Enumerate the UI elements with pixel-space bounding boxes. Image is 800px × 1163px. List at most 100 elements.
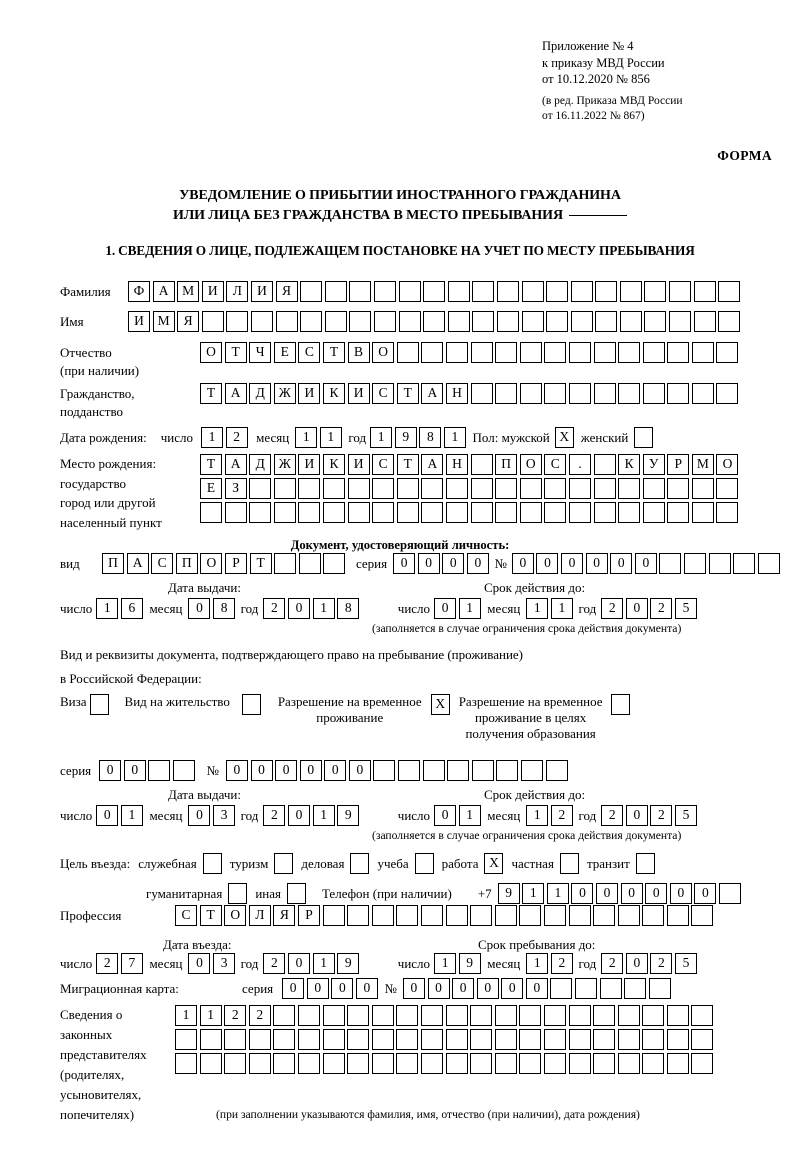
birth-day-input-cell-2[interactable]: 2 xyxy=(225,427,248,448)
representatives-row-1-cell-4[interactable]: 2 xyxy=(248,1005,271,1026)
id-issue-month-input-cell-2[interactable]: 8 xyxy=(213,598,236,619)
patronymic-input-cell-2[interactable]: Т xyxy=(224,342,247,363)
id-doc-number-input-cell-10[interactable] xyxy=(733,553,756,574)
citizenship-input-cell-16[interactable] xyxy=(568,383,591,404)
representatives-row-3-cell-13[interactable] xyxy=(470,1053,493,1074)
profession-input-cell-1[interactable]: С xyxy=(175,905,197,926)
representatives-row-3[interactable] xyxy=(175,1053,716,1074)
temp-residence-checkbox[interactable]: X xyxy=(430,694,450,715)
birth-place-row-1-cell-13[interactable]: П xyxy=(495,454,518,475)
stay-number-input-cell-10[interactable] xyxy=(447,760,470,781)
id-doc-type-input-cell-6[interactable]: Р xyxy=(224,553,247,574)
id-valid-month-input-cell-1[interactable]: 1 xyxy=(526,598,549,619)
birth-place-row-2-cell-2[interactable]: З xyxy=(224,478,247,499)
patronymic-input-cell-17[interactable] xyxy=(593,342,616,363)
birth-place-row-3-cell-22[interactable] xyxy=(716,502,739,523)
patronymic-input-cell-5[interactable]: С xyxy=(298,342,321,363)
stay-number-input-cell-13[interactable] xyxy=(521,760,544,781)
birth-place-row-1-cell-2[interactable]: А xyxy=(224,454,247,475)
representatives-row-3-cell-9[interactable] xyxy=(371,1053,394,1074)
stay-number-input-cell-2[interactable]: 0 xyxy=(250,760,273,781)
birth-place-row-1-cell-17[interactable] xyxy=(593,454,616,475)
profession-input-cell-20[interactable] xyxy=(642,905,665,926)
birth-place-row-2-cell-17[interactable] xyxy=(593,478,616,499)
surname-input-cell-18[interactable] xyxy=(546,281,569,302)
stay-until-year-input-cell-4[interactable]: 5 xyxy=(675,953,697,974)
firstname-input-cell-11[interactable] xyxy=(373,311,396,332)
id-valid-day-input-cell-2[interactable]: 1 xyxy=(458,598,481,619)
representatives-row-3-cell-4[interactable] xyxy=(248,1053,271,1074)
surname-input-cell-2[interactable]: А xyxy=(152,281,175,302)
profession-input-cell-11[interactable] xyxy=(420,905,443,926)
surname-input-cell-11[interactable] xyxy=(373,281,396,302)
phone-input-cell-10[interactable] xyxy=(719,883,741,904)
birth-place-row-1-cell-4[interactable]: Ж xyxy=(273,454,296,475)
surname-input-cell-25[interactable] xyxy=(718,281,741,302)
migration-series-input-cell-1[interactable]: 0 xyxy=(282,978,305,999)
profession-input-cell-13[interactable] xyxy=(470,905,493,926)
birth-place-row-3-cell-6[interactable] xyxy=(322,502,345,523)
birth-place-row-1-cell-19[interactable]: У xyxy=(642,454,665,475)
birth-place-row-3-cell-11[interactable] xyxy=(445,502,468,523)
entry-year-input-cell-3[interactable]: 1 xyxy=(312,953,335,974)
purpose-option-checkbox-туризм[interactable] xyxy=(274,853,294,874)
migration-number-input-cell-8[interactable] xyxy=(575,978,598,999)
migration-number-input-cell-11[interactable] xyxy=(648,978,671,999)
representatives-row-1-cell-22[interactable] xyxy=(691,1005,714,1026)
patronymic-input-cell-6[interactable]: Т xyxy=(322,342,345,363)
purpose-option-checkbox-служебная[interactable] xyxy=(202,853,222,874)
id-doc-number-input-cell-4[interactable]: 0 xyxy=(585,553,608,574)
representatives-row-2-cell-2[interactable] xyxy=(199,1029,222,1050)
firstname-input-cell-9[interactable] xyxy=(324,311,347,332)
birth-place-row-2-cell-13[interactable] xyxy=(495,478,518,499)
birth-place-row-1-cell-7[interactable]: И xyxy=(347,454,370,475)
birth-place-row-3-cell-1[interactable] xyxy=(200,502,222,523)
patronymic-input-cell-12[interactable] xyxy=(470,342,493,363)
representatives-row-1-cell-7[interactable] xyxy=(322,1005,345,1026)
firstname-input-cell-6[interactable] xyxy=(250,311,273,332)
birth-place-row-2-cell-8[interactable] xyxy=(372,478,395,499)
id-doc-type-input-cell-1[interactable]: П xyxy=(102,553,124,574)
representatives-row-2-cell-22[interactable] xyxy=(691,1029,714,1050)
profession-input-cell-12[interactable] xyxy=(445,905,468,926)
birth-place-row-3-cell-17[interactable] xyxy=(593,502,616,523)
birth-place-row-3-cell-4[interactable] xyxy=(273,502,296,523)
surname-input-cell-21[interactable] xyxy=(619,281,642,302)
patronymic-input-cell-10[interactable] xyxy=(421,342,444,363)
patronymic-input-cell-8[interactable]: О xyxy=(372,342,395,363)
representatives-row-3-cell-7[interactable] xyxy=(322,1053,345,1074)
representatives-row-2-cell-11[interactable] xyxy=(420,1029,443,1050)
representatives-row-3-cell-10[interactable] xyxy=(396,1053,419,1074)
birth-day-input-cell-1[interactable]: 1 xyxy=(200,427,223,448)
birth-place-row-2-cell-10[interactable] xyxy=(421,478,444,499)
representatives-row-1-cell-12[interactable] xyxy=(445,1005,468,1026)
birth-place-row-3-cell-20[interactable] xyxy=(667,502,690,523)
representatives-row-1-cell-9[interactable] xyxy=(371,1005,394,1026)
representatives-row-1-cell-21[interactable] xyxy=(666,1005,689,1026)
entry-day-input-cell-1[interactable]: 2 xyxy=(96,953,119,974)
profession-input-cell-5[interactable]: Я xyxy=(273,905,296,926)
firstname-input-cell-21[interactable] xyxy=(619,311,642,332)
firstname-input-cell-23[interactable] xyxy=(669,311,692,332)
representatives-row-2-cell-9[interactable] xyxy=(371,1029,394,1050)
id-issue-year-input-cell-2[interactable]: 0 xyxy=(288,598,311,619)
profession-input-cell-9[interactable] xyxy=(371,905,394,926)
birth-place-row-2-cell-1[interactable]: Е xyxy=(200,478,222,499)
citizenship-input-cell-11[interactable]: Н xyxy=(445,383,468,404)
migration-series-input-cell-2[interactable]: 0 xyxy=(306,978,329,999)
surname-input-cell-9[interactable] xyxy=(324,281,347,302)
citizenship-input-cell-7[interactable]: И xyxy=(347,383,370,404)
birth-place-row-3[interactable] xyxy=(200,502,741,523)
surname-input-cell-17[interactable] xyxy=(521,281,544,302)
phone-input-cell-6[interactable]: 0 xyxy=(620,883,643,904)
representatives-row-1-cell-16[interactable] xyxy=(543,1005,566,1026)
birth-place-row-1-cell-16[interactable]: . xyxy=(568,454,591,475)
stay-issue-day-input-cell-2[interactable]: 1 xyxy=(120,805,143,826)
surname-input-cell-15[interactable] xyxy=(472,281,495,302)
